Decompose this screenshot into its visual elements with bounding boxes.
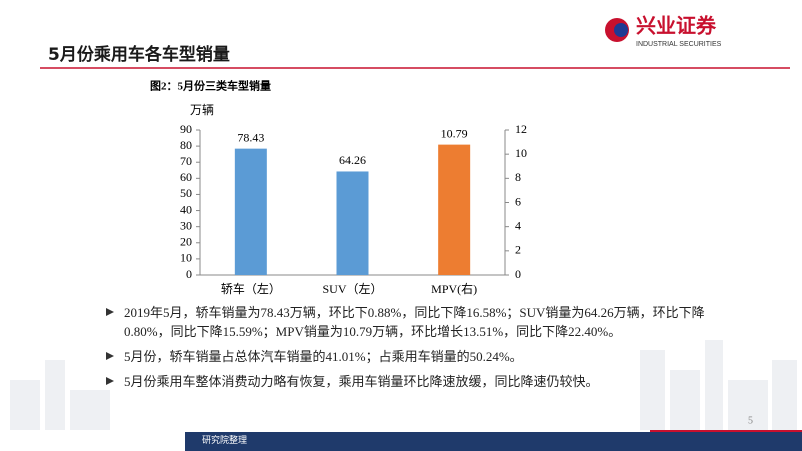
footer-bar (185, 432, 802, 451)
value-label: 10.79 (441, 126, 468, 140)
y-tick-label: 30 (180, 218, 192, 232)
slide-title: 5月份乘用车各车型销量 (48, 44, 230, 65)
y-tick-label: 60 (180, 170, 192, 184)
bullet-marker (106, 377, 114, 385)
bullet-marker (106, 308, 114, 316)
y2-tick-label: 0 (515, 267, 521, 281)
y2-tick-label: 6 (515, 194, 521, 208)
y-tick-label: 10 (180, 251, 192, 265)
y2-tick-label: 2 (515, 243, 521, 257)
y-tick-label: 0 (186, 267, 192, 281)
logo-english: INDUSTRIAL SECURITIES (636, 41, 722, 48)
logo-icon-inner (614, 23, 628, 37)
x-tick-label: MPV(右) (431, 281, 477, 296)
bullet: 2019年5月，轿车销量为78.43万辆，环比下0.88%，同比下降16.58%… (104, 303, 744, 341)
x-tick-label: 轿车（左） (221, 281, 281, 296)
bullet: 5月份，轿车销量占总体汽车销量的41.01%；占乘用车销量的50.24%。 (104, 347, 744, 366)
footer-source: 研究院整理 (202, 434, 247, 445)
y-tick-label: 20 (180, 235, 192, 249)
y2-tick-label: 8 (515, 170, 521, 184)
bullet-text: 5月份，轿车销量占总体汽车销量的41.01%；占乘用车销量的50.24%。 (124, 349, 523, 364)
bar (336, 171, 369, 275)
bar (234, 148, 267, 275)
y-axis-label: 万辆 (190, 103, 214, 117)
y-tick-label: 40 (180, 202, 192, 216)
bullet-marker (106, 352, 114, 360)
y2-tick-label: 12 (515, 122, 527, 136)
bullet-text: 2019年5月，轿车销量为78.43万辆，环比下0.88%，同比下降16.58%… (124, 305, 705, 339)
logo-name: 兴业证券 (636, 14, 717, 38)
bar (438, 144, 471, 275)
page-number: 5 (748, 415, 753, 426)
skyline (10, 340, 797, 430)
y-tick-label: 50 (180, 186, 192, 200)
value-label: 78.43 (237, 130, 264, 144)
bullet-list: 2019年5月，轿车销量为78.43万辆，环比下0.88%，同比下降16.58%… (104, 303, 744, 397)
y2-tick-label: 10 (515, 146, 527, 160)
x-tick-label: SUV（左） (322, 281, 382, 296)
bullet-text: 5月份乘用车整体消费动力略有恢复，乘用车销量环比降速放缓，同比降速仍较快。 (124, 374, 599, 389)
y2-tick-label: 4 (515, 218, 521, 232)
y-tick-label: 80 (180, 138, 192, 152)
bullet: 5月份乘用车整体消费动力略有恢复，乘用车销量环比降速放缓，同比降速仍较快。 (104, 372, 744, 391)
value-label: 64.26 (339, 153, 366, 167)
y-tick-label: 90 (180, 122, 192, 136)
y-tick-label: 70 (180, 154, 192, 168)
chart-title: 图2：5月份三类车型销量 (150, 79, 271, 93)
